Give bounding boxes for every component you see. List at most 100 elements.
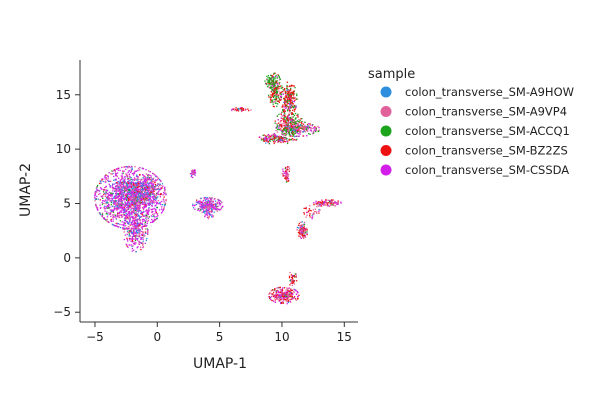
- scatter-point: [164, 202, 167, 204]
- scatter-point: [328, 202, 330, 204]
- scatter-point: [266, 75, 268, 78]
- scatter-point: [288, 92, 290, 94]
- scatter-point: [134, 166, 136, 168]
- scatter-point: [126, 187, 128, 189]
- scatter-point: [292, 133, 294, 135]
- scatter-point: [118, 226, 120, 228]
- scatter-point: [135, 226, 137, 228]
- scatter-point: [304, 131, 307, 133]
- scatter-point: [131, 192, 133, 194]
- scatter-point: [114, 189, 116, 191]
- scatter-point: [138, 236, 140, 238]
- scatter-point: [116, 187, 118, 189]
- scatter-point: [297, 295, 299, 298]
- scatter-point: [163, 199, 165, 201]
- scatter-point: [131, 202, 133, 204]
- scatter-point: [271, 299, 273, 302]
- scatter-point: [209, 213, 211, 215]
- scatter-point: [129, 176, 131, 178]
- scatter-point: [283, 134, 285, 137]
- scatter-point: [149, 182, 151, 184]
- scatter-point: [306, 123, 309, 126]
- scatter-point: [289, 139, 291, 141]
- scatter-point: [137, 225, 139, 227]
- scatter-point: [312, 130, 315, 132]
- scatter-point: [284, 110, 286, 112]
- scatter-point: [294, 135, 296, 138]
- scatter-point: [112, 211, 115, 213]
- scatter-point: [145, 205, 147, 207]
- scatter-point: [145, 216, 147, 218]
- scatter-point: [121, 203, 123, 206]
- scatter-point: [136, 170, 138, 172]
- scatter-point: [154, 185, 156, 188]
- scatter-point: [123, 186, 125, 188]
- scatter-point: [306, 229, 308, 231]
- scatter-point: [129, 230, 131, 232]
- scatter-point: [116, 185, 118, 187]
- scatter-point: [330, 200, 332, 202]
- scatter-point: [154, 182, 156, 184]
- scatter-point: [131, 231, 134, 233]
- scatter-point: [147, 233, 149, 235]
- scatter-point: [284, 132, 286, 135]
- scatter-point: [199, 202, 201, 204]
- scatter-point: [128, 234, 131, 236]
- scatter-point: [142, 243, 144, 246]
- legend-label: colon_transverse_SM-A9HOW: [405, 85, 574, 99]
- scatter-point: [297, 129, 299, 132]
- scatter-point: [157, 191, 160, 193]
- scatter-point: [282, 297, 284, 299]
- scatter-point: [272, 135, 274, 137]
- scatter-point: [286, 173, 289, 175]
- scatter-point: [107, 178, 109, 180]
- legend: sample colon_transverse_SM-A9HOWcolon_tr…: [368, 67, 574, 177]
- scatter-point: [291, 121, 293, 123]
- scatter-point: [128, 188, 131, 190]
- scatter-point: [286, 84, 288, 87]
- scatter-point: [130, 193, 132, 195]
- scatter-point: [139, 219, 141, 221]
- scatter-point: [156, 187, 159, 190]
- scatter-point: [133, 188, 136, 190]
- scatter-point: [292, 131, 294, 134]
- scatter-point: [120, 191, 122, 193]
- scatter-point: [114, 201, 117, 203]
- scatter-point: [275, 139, 278, 141]
- scatter-point: [286, 90, 289, 93]
- scatter-point: [134, 182, 137, 184]
- scatter-point: [126, 203, 129, 205]
- scatter-point: [314, 129, 316, 131]
- scatter-point: [107, 220, 109, 223]
- scatter-point: [140, 236, 142, 239]
- scatter-point: [151, 185, 153, 187]
- scatter-point: [301, 118, 303, 120]
- scatter-point: [155, 198, 158, 200]
- scatter-point: [267, 75, 270, 77]
- scatter-point: [123, 170, 125, 172]
- scatter-point: [134, 189, 136, 192]
- scatter-point: [332, 199, 334, 201]
- scatter-point: [141, 243, 144, 245]
- scatter-point: [288, 133, 290, 135]
- scatter-point: [209, 214, 211, 216]
- scatter-point: [215, 206, 217, 209]
- scatter-point: [160, 185, 162, 187]
- scatter-point: [211, 210, 213, 212]
- scatter-point: [286, 124, 288, 126]
- scatter-point: [113, 209, 115, 211]
- scatter-point: [270, 135, 272, 137]
- scatter-point: [286, 100, 288, 102]
- scatter-point: [237, 110, 240, 112]
- scatter-point: [144, 195, 146, 198]
- scatter-point: [271, 76, 273, 78]
- scatter-point: [103, 189, 105, 192]
- scatter-point: [136, 238, 138, 240]
- scatter-point: [294, 296, 296, 298]
- scatter-point: [119, 193, 121, 195]
- scatter-point: [275, 127, 278, 129]
- scatter-point: [278, 79, 281, 81]
- scatter-point: [135, 210, 137, 212]
- scatter-point: [157, 199, 160, 202]
- scatter-point: [286, 88, 288, 90]
